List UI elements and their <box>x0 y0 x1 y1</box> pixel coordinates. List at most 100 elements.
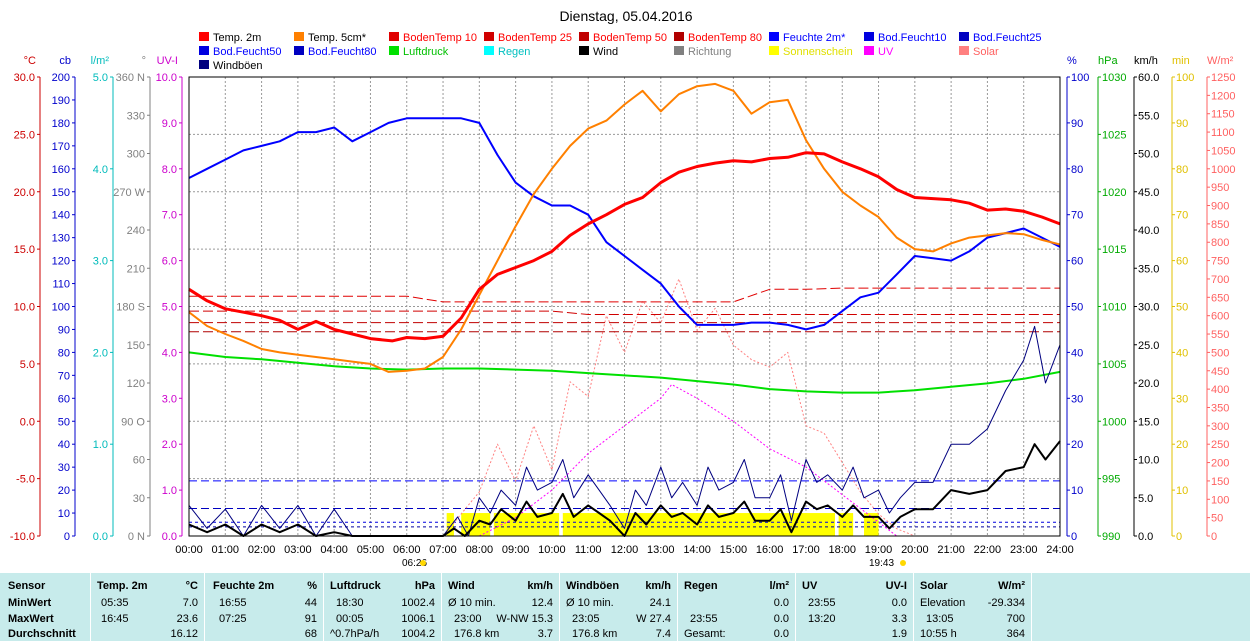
axis-tick-label: 550 <box>1211 329 1229 341</box>
divider <box>559 573 560 641</box>
axis-tick-label: 300 <box>1211 421 1229 433</box>
legend-item: Temp. 5cm* <box>308 32 367 44</box>
stats-unit: km/h <box>527 580 553 592</box>
axis-tick-label: 70 <box>1071 210 1083 222</box>
stats-value: 3.7 <box>537 628 553 640</box>
axis-unit: cb <box>59 55 71 67</box>
axis-tick-label: 1250 <box>1211 72 1235 84</box>
stats-value: 1002.4 <box>401 597 435 609</box>
axis-tick-label: 80 <box>1071 164 1083 176</box>
axis-tick-label: 1200 <box>1211 90 1235 102</box>
legend-item: BodenTemp 50 <box>593 32 667 44</box>
axis-tick-label: 9.0 <box>162 118 177 130</box>
statistics-panel: Sensor MinWert MaxWert Durchschnitt Temp… <box>0 573 1250 641</box>
axis-tick-label: 4.0 <box>93 164 108 176</box>
chart-title: Dienstag, 05.04.2016 <box>559 8 692 24</box>
x-tick-label: 23:00 <box>1010 544 1038 556</box>
axis-tick-label: 90 O <box>121 416 145 428</box>
axis-tick-label: 10 <box>1176 485 1188 497</box>
axis-tick-label: 20 <box>1071 439 1083 451</box>
stats-row-label: MaxWert <box>8 613 54 625</box>
legend-swatch <box>199 32 209 41</box>
stats-elevation-label: Elevation <box>920 597 966 609</box>
axis-tick-label: 5.0 <box>20 359 35 371</box>
axis-tick-label: 0.0 <box>93 531 108 543</box>
stats-header: Solar <box>920 580 948 592</box>
axis-tick-label: 45.0 <box>1138 187 1159 199</box>
axis-tick-label: 80 <box>58 347 70 359</box>
legend-swatch <box>864 32 874 41</box>
stats-col-pressure: Luftdruck hPa 18:30 1002.4 00:05 1006.1 … <box>324 573 441 641</box>
axis-tick-label: 150 <box>127 340 145 352</box>
divider <box>677 573 678 641</box>
legend-item: Solar <box>973 46 999 58</box>
stats-col-humidity: Feuchte 2m % 16:55 44 07:25 91 68 <box>205 573 323 641</box>
axis-tick-label: 30 <box>133 493 145 505</box>
axis-tick-label: 2.0 <box>93 347 108 359</box>
stats-unit: UV-I <box>885 580 907 592</box>
stats-value: 7.0 <box>182 597 198 609</box>
axis-tick-label: 1000 <box>1211 164 1235 176</box>
axis-tick-label: 40 <box>1071 347 1083 359</box>
axis-tick-label: 750 <box>1211 256 1229 268</box>
stats-header: Windböen <box>566 580 620 592</box>
axis-tick-label: 400 <box>1211 384 1229 396</box>
axis-tick-label: 1150 <box>1211 109 1235 121</box>
axis-tick-label: 20.0 <box>14 187 35 199</box>
legend-swatch <box>294 32 304 41</box>
series-temp-2m <box>188 151 1061 343</box>
axis-tick-label: 0.0 <box>162 531 177 543</box>
axis-tick-label: 50.0 <box>1138 149 1159 161</box>
stats-value: 7.4 <box>655 628 671 640</box>
x-tick-label: 11:00 <box>575 544 602 556</box>
stats-unit: km/h <box>645 580 671 592</box>
x-tick-label: 21:00 <box>937 544 965 556</box>
x-tick-label: 13:00 <box>647 544 675 556</box>
legend-swatch <box>579 32 589 41</box>
stats-value: -29.334 <box>987 597 1025 609</box>
stats-time: 23:00 <box>454 613 482 625</box>
axis-tick-label: 1025 <box>1102 129 1126 141</box>
legend-swatch <box>199 46 209 55</box>
axis-tick-label: 100 <box>1211 494 1229 506</box>
legend-swatch <box>579 46 589 55</box>
stats-col-uv: UV UV-I 23:55 0.0 13:20 3.3 1.9 <box>796 573 913 641</box>
axis-tick-label: 270 W <box>113 187 145 199</box>
series-uv <box>479 384 898 537</box>
axis-tick-label: 15.0 <box>1138 416 1159 428</box>
axis-tick-label: 650 <box>1211 292 1229 304</box>
axis-tick-label: 0 N <box>128 531 145 543</box>
axis-tick-label: 90 <box>1176 118 1188 130</box>
sunshine-bar <box>562 513 835 536</box>
axis-tick-label: 2.0 <box>162 439 177 451</box>
stats-col-gusts: Windböen km/h Ø 10 min. 24.1 23:05 W 27.… <box>560 573 677 641</box>
x-tick-label: 00:00 <box>175 544 203 556</box>
axis-tick-label: 180 <box>52 118 70 130</box>
axis-tick-label: 60 <box>133 455 145 467</box>
divider <box>913 573 914 641</box>
stats-unit: W/m² <box>998 580 1025 592</box>
axis-tick-label: 0 <box>1211 531 1217 543</box>
axis-tick-label: 100 <box>52 302 70 314</box>
x-tick-label: 05:00 <box>357 544 385 556</box>
axis-tick-label: 70 <box>1176 210 1188 222</box>
stats-value: 364 <box>1006 628 1025 640</box>
stats-value: 68 <box>304 628 317 640</box>
stats-header: Feuchte 2m <box>213 580 275 592</box>
legend-item: Bod.Feucht80 <box>308 46 377 58</box>
legend-swatch <box>199 60 209 69</box>
legend-swatch <box>484 46 494 55</box>
sunshine-bar <box>446 513 454 536</box>
axis-tick-label: 250 <box>1211 439 1229 451</box>
stats-time: Ø 10 min. <box>566 597 614 609</box>
legend-item: Feuchte 2m* <box>783 32 846 44</box>
axis-tick-label: 10.0 <box>1138 455 1159 467</box>
axis-tick-label: 50 <box>1211 513 1223 525</box>
series-lines <box>188 82 1061 537</box>
legend-item: BodenTemp 25 <box>498 32 572 44</box>
stats-time: 07:25 <box>219 613 247 625</box>
stats-unit: hPa <box>414 580 435 592</box>
stats-value: 1006.1 <box>401 613 435 625</box>
axis-tick-label: 50 <box>1071 302 1083 314</box>
axis-tick-label: 500 <box>1211 347 1229 359</box>
